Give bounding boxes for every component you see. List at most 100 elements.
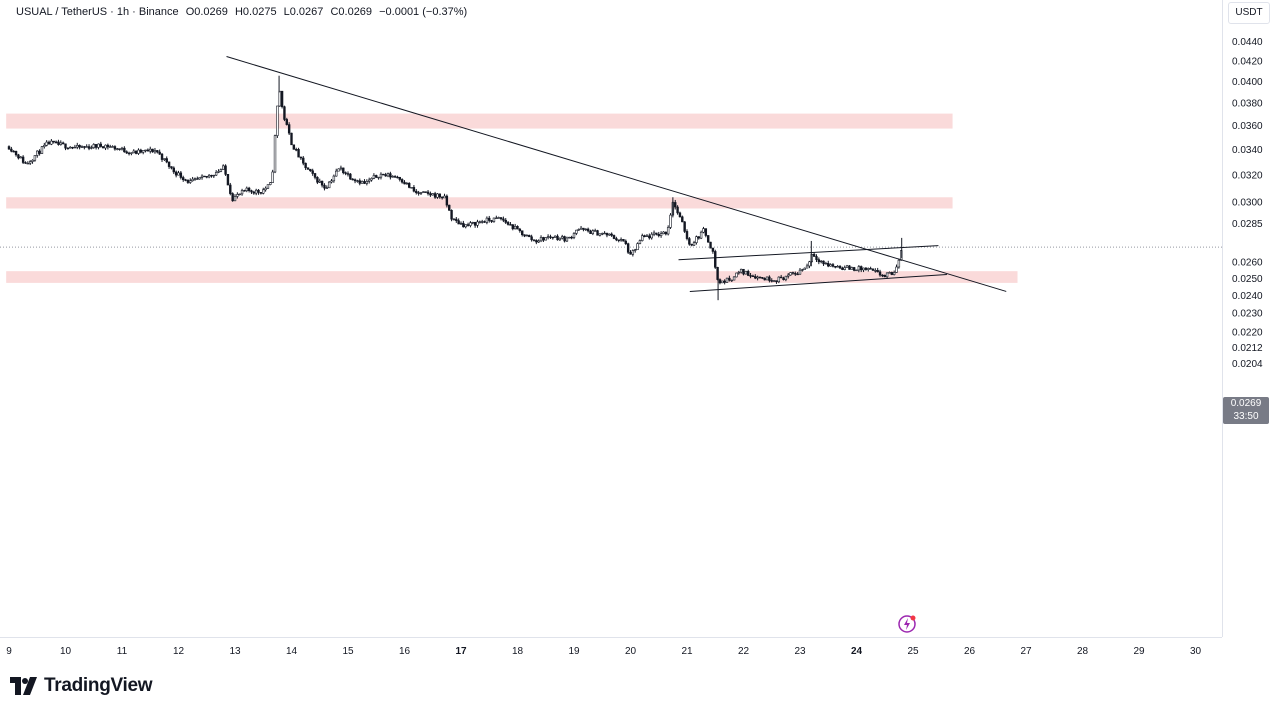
candle-body-76: [186, 179, 190, 183]
candle-body-215: [513, 226, 517, 230]
candle-body-322: [765, 276, 769, 281]
candle-body-329: [782, 277, 785, 281]
candle-body-217: [518, 228, 522, 232]
candle-body-117: [283, 106, 286, 120]
candle-body-79: [193, 178, 197, 180]
candle-body-202: [483, 221, 486, 223]
candle-body-268: [638, 240, 642, 244]
candle-body-222: [530, 236, 533, 241]
candle-body-44: [111, 146, 114, 148]
candle-body-82: [200, 175, 204, 178]
candle-body-104: [252, 191, 256, 194]
candle-body-126: [304, 162, 307, 169]
candle-body-270: [643, 235, 646, 237]
candle-body-315: [749, 275, 752, 277]
candle-body-5: [19, 156, 22, 159]
lightning-bolt-icon[interactable]: [897, 614, 917, 634]
candle-body-214: [511, 224, 514, 230]
candle-body-125: [302, 157, 305, 164]
candle-body-35: [90, 147, 93, 149]
price-tick-15: 0.0204: [1232, 359, 1263, 370]
candle-body-196: [469, 222, 472, 226]
candle-body-247: [589, 230, 592, 234]
candle-body-351: [834, 266, 837, 268]
candle-body-331: [787, 274, 790, 277]
candle-body-189: [452, 218, 456, 221]
candle-body-15: [43, 144, 46, 148]
price-tick-0: 0.0440: [1232, 37, 1263, 48]
candle-body-365: [867, 268, 870, 270]
candle-body-38: [97, 143, 100, 148]
chart-pane[interactable]: [0, 0, 1223, 637]
candle-body-325: [772, 280, 776, 282]
time-tick-0: 9: [6, 646, 12, 657]
candle-body-336: [798, 269, 802, 275]
candle-body-249: [593, 230, 597, 232]
candle-body-75: [184, 179, 187, 181]
time-axis[interactable]: 9 10 11 12 13 14 15 16 17 18 19 20 21 22 23 24 25 26 27 28 2…: [0, 637, 1222, 663]
candle-body-302: [718, 279, 722, 284]
candle-body-62: [153, 150, 157, 153]
candle-body-63: [156, 150, 159, 153]
candle-body-287: [683, 221, 686, 232]
candle-body-150: [360, 181, 364, 184]
trendline-1[interactable]: [678, 245, 939, 261]
candle-body-259: [617, 239, 620, 241]
candle-body-110: [266, 184, 270, 189]
candle-body-96: [233, 196, 237, 202]
candle-body-39: [99, 143, 103, 147]
price-zone-2[interactable]: [6, 271, 1018, 283]
candle-body-162: [389, 173, 392, 178]
symbol-title[interactable]: USUAL / TetherUS · 1h · Binance: [16, 6, 179, 18]
candle-body-116: [280, 90, 284, 108]
candle-body-73: [179, 172, 183, 178]
candle-body-70: [172, 167, 175, 173]
candle-body-22: [59, 142, 62, 145]
candle-body-323: [768, 276, 771, 281]
candle-body-33: [85, 146, 88, 148]
candle-body-20: [54, 141, 58, 144]
candle-body-54: [134, 150, 138, 154]
time-tick-16: 25: [907, 646, 919, 657]
candle-body-160: [384, 174, 387, 177]
candle-body-98: [238, 193, 241, 195]
candle-body-178: [426, 191, 430, 194]
candle-body-86: [210, 174, 213, 177]
candle-body-305: [725, 277, 729, 283]
candle-body-220: [525, 234, 529, 237]
candle-body-272: [648, 235, 651, 239]
candle-body-130: [313, 173, 317, 178]
tradingview-logo[interactable]: TradingView: [10, 675, 153, 697]
candle-body-342: [812, 253, 816, 257]
trendline-0[interactable]: [226, 56, 1007, 292]
candle-body-94: [229, 184, 232, 194]
candle-body-146: [351, 178, 354, 181]
price-axis[interactable]: 0.0440 0.0420 0.0400 0.0380 0.0360 0.0340 0.03…: [1222, 0, 1280, 637]
candle-body-277: [659, 233, 663, 236]
candle-body-21: [57, 141, 60, 145]
currency-button[interactable]: USDT: [1228, 2, 1270, 24]
candle-body-285: [678, 212, 682, 218]
price-zone-1[interactable]: [6, 197, 953, 209]
candle-body-256: [610, 233, 613, 236]
candle-body-294: [699, 231, 703, 239]
candle-body-0: [7, 146, 11, 150]
candle-body-179: [429, 193, 432, 196]
price-zone-0[interactable]: [6, 113, 953, 129]
candle-body-140: [337, 168, 340, 172]
candle-body-352: [836, 266, 839, 268]
candle-body-127: [306, 167, 310, 170]
candle-body-61: [151, 148, 154, 153]
trendline-2[interactable]: [689, 273, 947, 292]
candle-body-313: [744, 271, 748, 275]
candle-body-205: [490, 220, 493, 222]
candle-body-12: [36, 150, 39, 156]
candle-body-129: [311, 170, 314, 174]
candlestick-plot[interactable]: [0, 0, 1222, 637]
candle-body-4: [17, 154, 20, 159]
candle-body-226: [539, 237, 543, 242]
candle-body-10: [31, 159, 34, 162]
candle-body-370: [878, 271, 882, 276]
candle-body-154: [370, 178, 373, 181]
candle-body-229: [546, 236, 550, 238]
